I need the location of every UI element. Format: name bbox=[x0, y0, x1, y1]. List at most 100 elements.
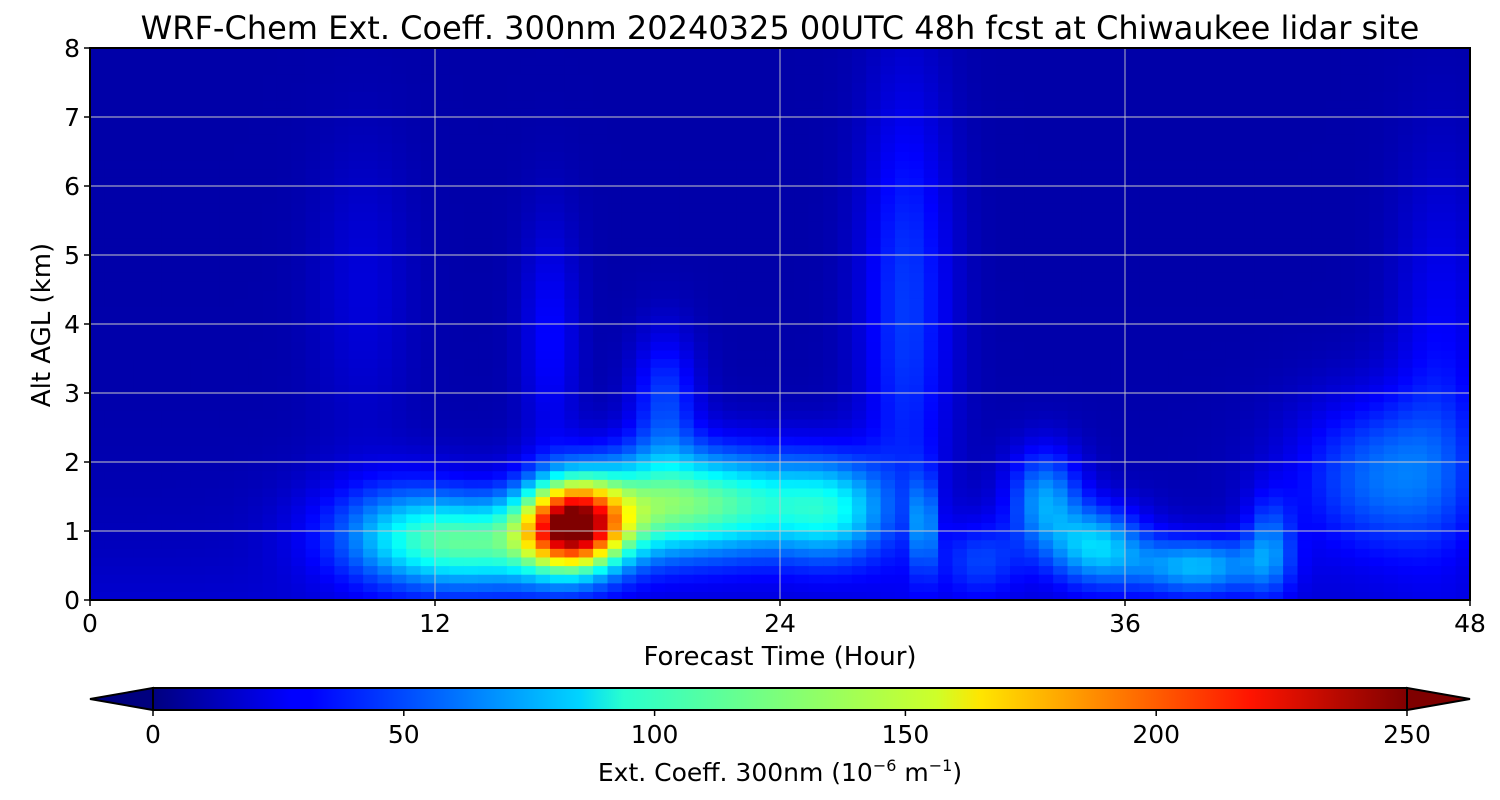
heatmap-cell bbox=[133, 211, 149, 222]
heatmap-cell bbox=[363, 160, 379, 170]
heatmap-cell bbox=[90, 418, 105, 429]
heatmap-cell bbox=[506, 349, 522, 360]
heatmap-cell bbox=[176, 522, 192, 532]
heatmap-cell bbox=[1153, 306, 1169, 316]
heatmap-cell bbox=[679, 539, 695, 549]
heatmap-cell bbox=[736, 255, 752, 265]
heatmap-cell bbox=[348, 108, 364, 118]
heatmap-cell bbox=[420, 496, 436, 506]
heatmap-cell bbox=[305, 151, 321, 161]
heatmap-cell bbox=[377, 99, 393, 109]
heatmap-cell bbox=[765, 263, 781, 273]
heatmap-cell bbox=[593, 91, 609, 101]
heatmap-cell bbox=[851, 513, 867, 523]
heatmap-cell bbox=[1067, 453, 1083, 463]
heatmap-cell bbox=[90, 462, 105, 472]
heatmap-cell bbox=[133, 453, 149, 463]
heatmap-cell bbox=[780, 444, 795, 454]
heatmap-cell bbox=[133, 479, 149, 489]
heatmap-cell bbox=[248, 289, 264, 299]
heatmap-cell bbox=[837, 324, 853, 334]
heatmap-cell bbox=[765, 470, 781, 480]
heatmap-cell bbox=[449, 444, 465, 454]
heatmap-cell bbox=[895, 479, 910, 489]
heatmap-cell bbox=[1211, 574, 1227, 584]
heatmap-cell bbox=[650, 263, 666, 273]
heatmap-cell bbox=[550, 315, 565, 325]
heatmap-cell bbox=[1096, 134, 1112, 144]
heatmap-cell bbox=[578, 255, 594, 265]
heatmap-cell bbox=[923, 65, 939, 75]
heatmap-cell bbox=[320, 160, 335, 170]
heatmap-cell bbox=[607, 574, 623, 584]
heatmap-cell bbox=[1110, 56, 1126, 66]
heatmap-cell bbox=[736, 556, 752, 567]
heatmap-cell bbox=[578, 410, 594, 420]
heatmap-cell bbox=[276, 505, 292, 515]
heatmap-cell bbox=[607, 436, 623, 446]
heatmap-cell bbox=[1096, 401, 1112, 411]
heatmap-cell bbox=[1168, 315, 1184, 325]
heatmap-cell bbox=[808, 487, 824, 498]
heatmap-cell bbox=[1081, 168, 1097, 178]
heatmap-cell bbox=[1182, 315, 1198, 325]
heatmap-cell bbox=[449, 539, 465, 549]
heatmap-cell bbox=[621, 574, 637, 584]
heatmap-cell bbox=[463, 548, 479, 558]
heatmap-cell bbox=[1024, 462, 1040, 472]
heatmap-cell bbox=[1182, 375, 1198, 385]
heatmap-cell bbox=[176, 548, 192, 558]
heatmap-cell bbox=[133, 315, 149, 325]
heatmap-cell bbox=[1081, 263, 1097, 273]
heatmap-cell bbox=[679, 548, 695, 558]
heatmap-cell bbox=[708, 548, 724, 558]
heatmap-cell bbox=[535, 539, 551, 549]
heatmap-cell bbox=[895, 168, 910, 178]
heatmap-cell bbox=[995, 487, 1011, 498]
heatmap-cell bbox=[550, 82, 565, 92]
heatmap-cell bbox=[880, 548, 896, 558]
heatmap-cell bbox=[391, 582, 407, 592]
heatmap-cell bbox=[981, 263, 997, 273]
heatmap-cell bbox=[1081, 582, 1097, 592]
heatmap-cell bbox=[650, 91, 666, 101]
heatmap-cell bbox=[909, 91, 925, 101]
heatmap-cell bbox=[506, 418, 522, 429]
heatmap-cell bbox=[808, 56, 824, 66]
heatmap-cell bbox=[233, 341, 249, 351]
heatmap-cell bbox=[938, 487, 954, 498]
heatmap-cell bbox=[521, 56, 537, 66]
heatmap-cell bbox=[823, 203, 839, 213]
heatmap-cell bbox=[391, 306, 407, 316]
heatmap-cell bbox=[391, 160, 407, 170]
heatmap-cell bbox=[478, 556, 494, 567]
heatmap-cell bbox=[866, 73, 882, 84]
heatmap-cell bbox=[578, 125, 594, 135]
heatmap-cell bbox=[420, 82, 436, 92]
heatmap-cell bbox=[262, 324, 278, 334]
heatmap-cell bbox=[794, 298, 810, 308]
heatmap-cell bbox=[1168, 298, 1184, 308]
heatmap-cell bbox=[1067, 108, 1083, 118]
heatmap-cell bbox=[1182, 393, 1198, 403]
heatmap-cell bbox=[708, 565, 724, 575]
heatmap-cell bbox=[104, 160, 120, 170]
heatmap-cell bbox=[205, 427, 220, 437]
heatmap-cell bbox=[636, 556, 652, 567]
heatmap-cell bbox=[420, 436, 436, 446]
heatmap-cell bbox=[851, 160, 867, 170]
heatmap-cell bbox=[1038, 513, 1054, 523]
heatmap-cell bbox=[1139, 117, 1155, 127]
heatmap-cell bbox=[952, 220, 968, 230]
heatmap-cell bbox=[305, 306, 321, 316]
heatmap-cell bbox=[377, 444, 393, 454]
heatmap-cell bbox=[420, 522, 436, 532]
heatmap-cell bbox=[564, 556, 580, 567]
heatmap-cell bbox=[1125, 117, 1140, 127]
heatmap-cell bbox=[823, 186, 839, 196]
heatmap-cell bbox=[118, 289, 134, 299]
heatmap-cell bbox=[118, 237, 134, 247]
heatmap-cell bbox=[276, 220, 292, 230]
heatmap-cell bbox=[722, 487, 738, 498]
heatmap-cell bbox=[880, 65, 896, 75]
